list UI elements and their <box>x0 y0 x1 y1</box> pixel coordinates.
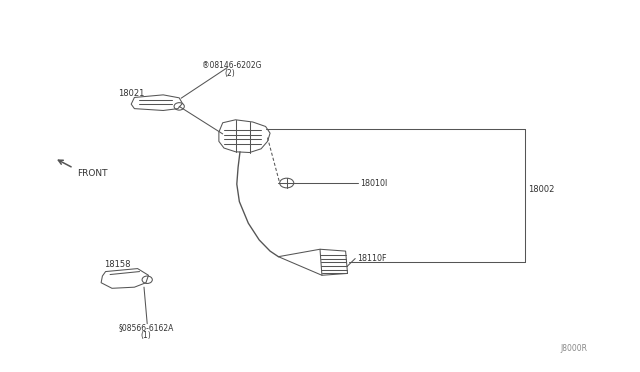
Text: 18021: 18021 <box>118 89 145 97</box>
Text: J8000R: J8000R <box>560 344 587 353</box>
Text: 18110F: 18110F <box>357 254 387 263</box>
Text: FRONT: FRONT <box>77 169 108 178</box>
Text: 18010I: 18010I <box>360 179 387 187</box>
Text: (1): (1) <box>141 331 152 340</box>
Text: §08566-6162A: §08566-6162A <box>118 323 174 332</box>
Text: 18158: 18158 <box>104 260 131 269</box>
Text: (2): (2) <box>224 69 235 78</box>
Text: ®08146-6202G: ®08146-6202G <box>202 61 261 70</box>
Text: 18002: 18002 <box>528 185 554 194</box>
